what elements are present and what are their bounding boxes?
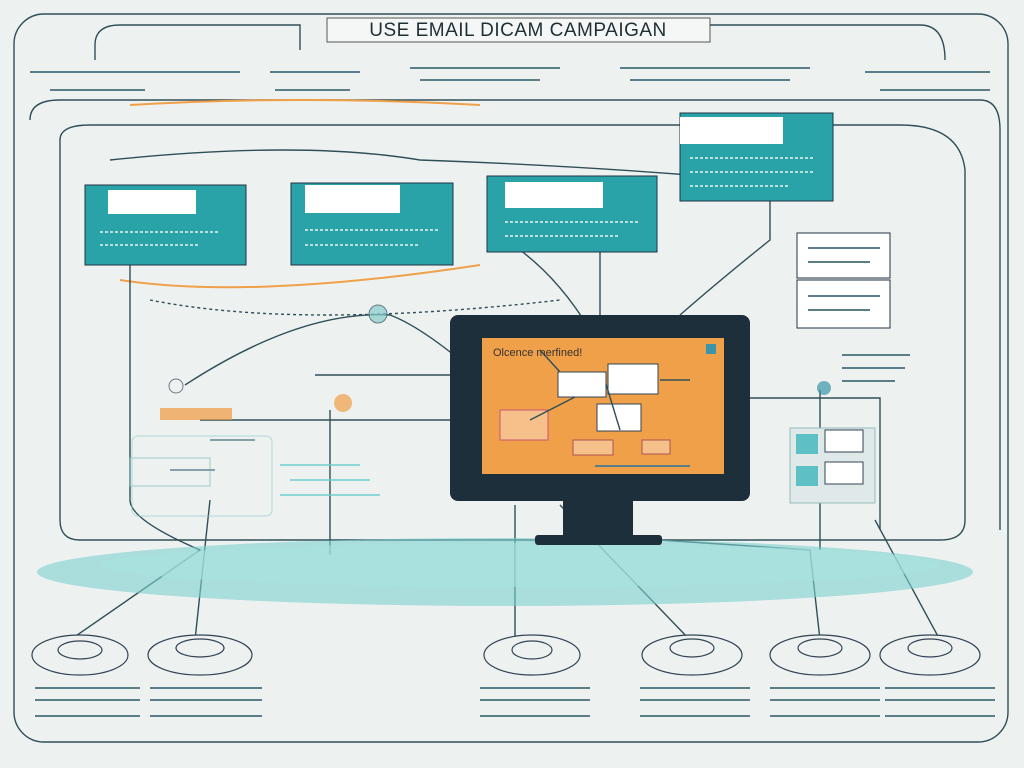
header-lines (30, 67, 990, 91)
title-box (326, 17, 711, 43)
outer-frame (13, 13, 1009, 743)
monitor (450, 315, 750, 545)
teal-panels (84, 112, 834, 266)
teal-band-inner (100, 543, 940, 587)
title: USE EMAIL DICAM CAMPAIGAN (369, 20, 667, 41)
bottom-clouds (31, 634, 981, 676)
title-brackets (94, 24, 946, 61)
side-cards (789, 232, 910, 504)
left-widgets (129, 304, 831, 517)
monitor-label: Olcence merfined! (493, 347, 582, 359)
bottom-lines (35, 687, 995, 717)
